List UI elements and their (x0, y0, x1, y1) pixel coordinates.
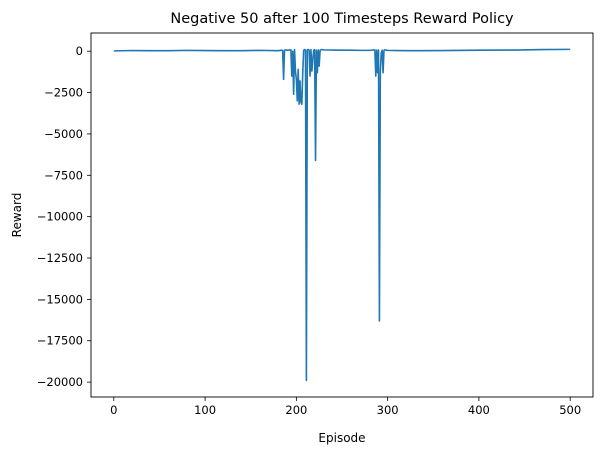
y-tick-label: −5000 (44, 127, 83, 141)
chart-title: Negative 50 after 100 Timesteps Reward P… (170, 11, 514, 27)
y-tick-label: −15000 (37, 292, 83, 306)
x-tick-label: 200 (285, 403, 307, 417)
y-tick-label: −17500 (37, 334, 83, 348)
x-tick-label: 100 (194, 403, 216, 417)
x-axis-label: Episode (318, 431, 365, 445)
series-line-reward (113, 48, 571, 382)
y-tick-label: −7500 (44, 168, 83, 182)
y-tick-label: −10000 (37, 210, 83, 224)
y-tick-label: −2500 (44, 86, 83, 100)
x-tick-label: 0 (110, 403, 117, 417)
y-tick-label: −20000 (37, 375, 83, 389)
x-tick-label: 300 (377, 403, 399, 417)
y-tick-label: −12500 (37, 251, 83, 265)
y-tick-label: 0 (76, 44, 83, 58)
x-axis-ticks: 0 100 200 300 400 500 (110, 397, 581, 417)
plot-frame (90, 32, 594, 398)
y-axis-label: Reward (10, 193, 24, 238)
x-tick-label: 400 (468, 403, 490, 417)
y-axis-ticks: 0 −2500 −5000 −7500 −10000 −12500 −15000 −17500… (37, 44, 91, 389)
x-tick-label: 500 (559, 403, 581, 417)
